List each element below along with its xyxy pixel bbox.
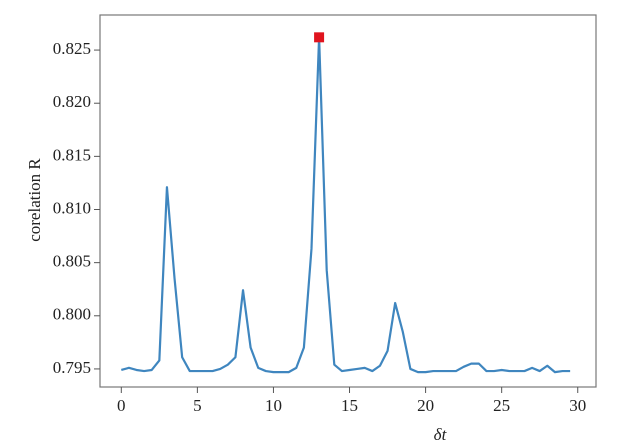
peak-marker	[314, 32, 325, 43]
x-tick-label: 5	[193, 396, 202, 415]
y-axis-label: corelation R	[25, 158, 44, 242]
x-tick-label: 10	[265, 396, 282, 415]
y-tick-label: 0.820	[53, 92, 91, 111]
y-tick-label: 0.805	[53, 252, 91, 271]
data-line	[121, 36, 571, 374]
y-tick-label: 0.800	[53, 305, 91, 324]
x-tick-label: 15	[341, 396, 358, 415]
x-tick-label: 20	[417, 396, 434, 415]
x-tick-label: 30	[569, 396, 586, 415]
y-tick-label: 0.810	[53, 198, 91, 217]
x-tick-label: 25	[493, 396, 510, 415]
y-tick-label: 0.795	[53, 358, 91, 377]
y-tick-label: 0.815	[53, 145, 91, 164]
y-tick-label: 0.825	[53, 39, 91, 58]
plot-frame	[99, 14, 597, 388]
x-tick-label: 0	[117, 396, 126, 415]
x-axis-label: δt	[434, 425, 448, 444]
